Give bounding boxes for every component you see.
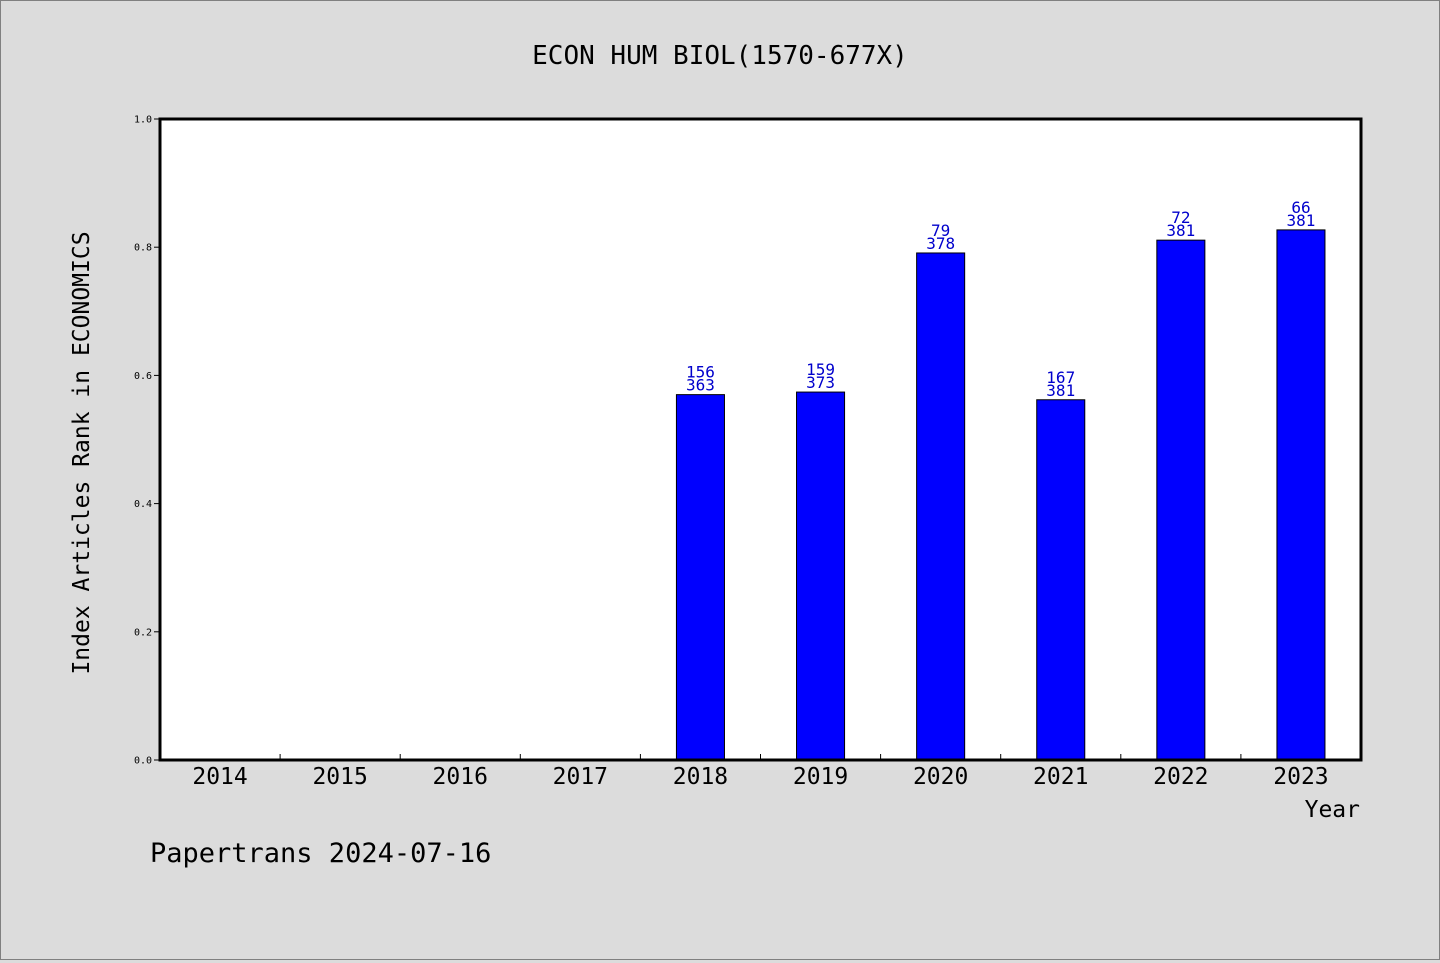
y-axis-ticks: 0.0 0.2 0.4 0.6 0.8 1.0 <box>134 115 160 767</box>
y-tick-label: 0.2 <box>134 627 152 638</box>
bar-label-total: 378 <box>926 234 955 253</box>
y-tick-label: 0.8 <box>134 243 152 254</box>
x-axis-label: Year <box>1305 797 1360 823</box>
y-tick-label: 0.4 <box>134 499 152 510</box>
bar-label-rank: 159 <box>806 360 835 379</box>
bar-2021 <box>1036 399 1086 761</box>
bar-label-total: 363 <box>686 376 715 395</box>
x-tick-label: 2018 <box>673 764 728 790</box>
chart-title: ECON HUM BIOL(1570-677X) <box>532 41 908 71</box>
x-axis-ticks: 2014 2015 2016 2017 2018 2019 2020 2021 2022 2023 <box>192 754 1329 790</box>
bar-label-total: 381 <box>1166 221 1195 240</box>
bar-label-rank: 167 <box>1046 368 1075 387</box>
x-tick-label: 2020 <box>913 764 968 790</box>
bar-label-total: 381 <box>1286 211 1315 230</box>
y-tick-label: 0.0 <box>134 756 152 767</box>
bar-label-total: 373 <box>806 373 835 392</box>
bar-2022 <box>1156 239 1206 761</box>
x-tick-label: 2016 <box>433 764 488 790</box>
bar-2023 <box>1276 229 1326 761</box>
bar-label-rank: 79 <box>931 221 950 240</box>
bars-layer <box>675 229 1326 761</box>
y-tick-label: 1.0 <box>134 115 152 126</box>
bar-label-rank: 156 <box>686 363 715 382</box>
x-tick-label: 2022 <box>1153 764 1208 790</box>
x-tick-label: 2015 <box>312 764 367 790</box>
x-tick-label: 2017 <box>553 764 608 790</box>
bar-label-rank: 66 <box>1291 198 1310 217</box>
x-tick-label: 2019 <box>793 764 848 790</box>
x-tick-label: 2021 <box>1033 764 1088 790</box>
bar-2018 <box>675 394 725 761</box>
footer-credit: Papertrans 2024-07-16 <box>150 838 491 869</box>
bar-label-total: 381 <box>1046 381 1075 400</box>
bar-2020 <box>916 252 966 761</box>
x-tick-label: 2014 <box>192 764 247 790</box>
y-tick-label: 0.6 <box>134 371 152 382</box>
x-tick-label: 2023 <box>1273 764 1328 790</box>
bar-2019 <box>796 391 846 761</box>
plot-frame <box>158 117 1363 762</box>
y-axis-label: Index Articles Rank in ECONOMICS <box>69 231 95 674</box>
bar-label-rank: 72 <box>1171 208 1190 227</box>
